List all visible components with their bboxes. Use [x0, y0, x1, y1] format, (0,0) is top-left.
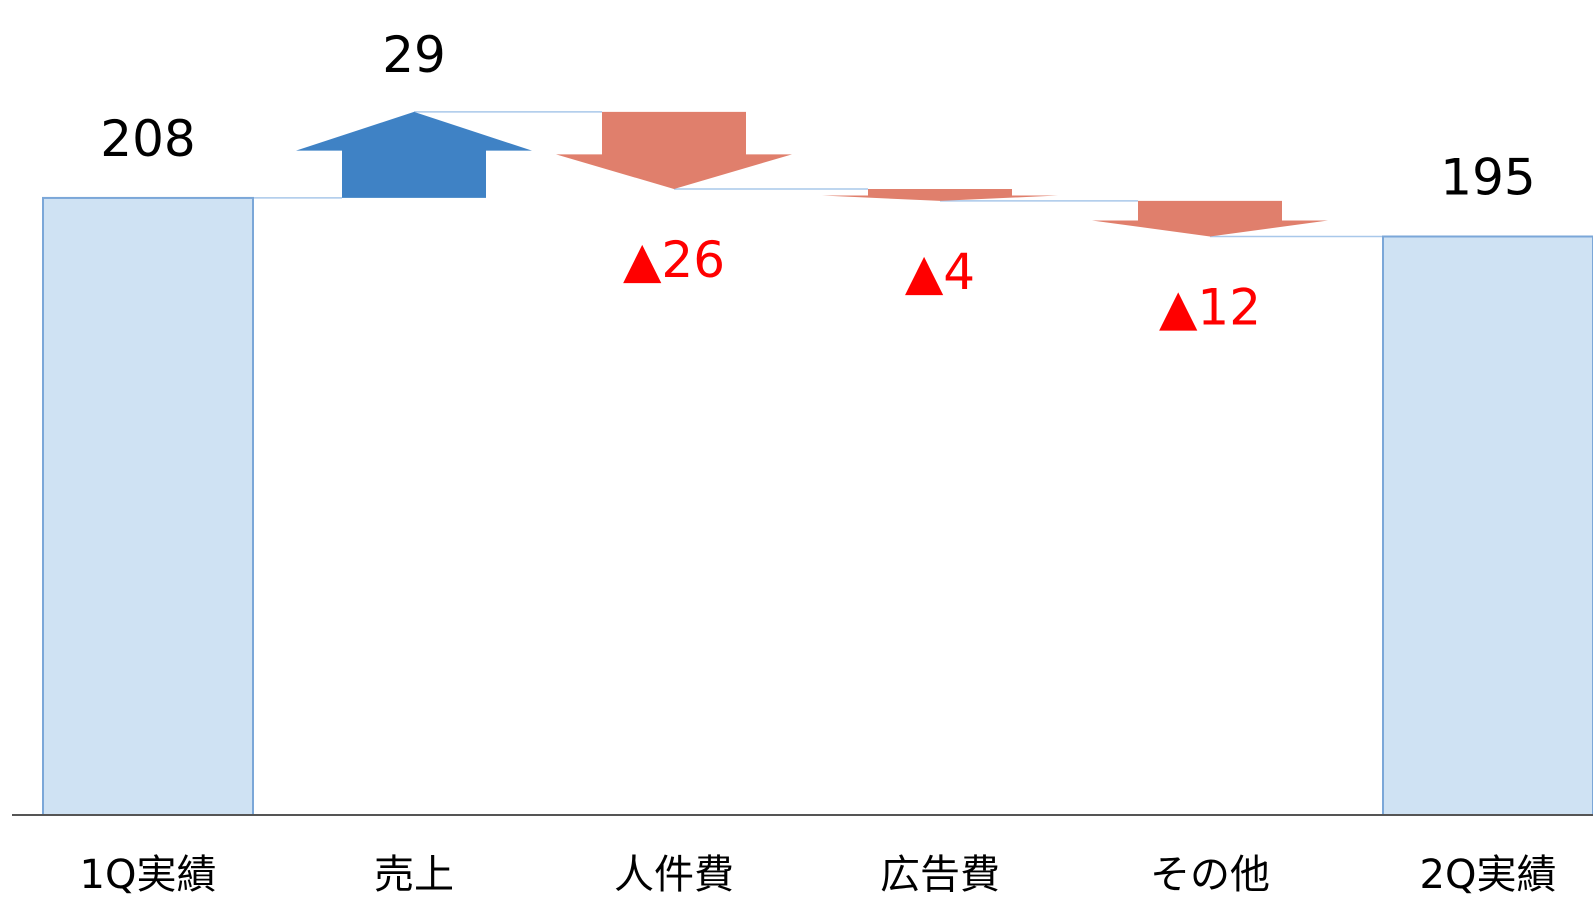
- value-labels: 208 29 ▲26 ▲4 ▲12 195: [100, 26, 1535, 337]
- category-label-6: 2Q実績: [1420, 852, 1557, 898]
- connector-lines: [253, 111, 1383, 238]
- value-label-3: ▲26: [623, 231, 725, 289]
- value-label-6: 195: [1440, 149, 1535, 207]
- bar-3-decrease-arrow: [556, 111, 792, 190]
- value-label-4: ▲4: [905, 243, 975, 301]
- value-label-5: ▲12: [1159, 279, 1261, 337]
- bar-1-total: [42, 196, 254, 816]
- bar-5-decrease-arrow: [1092, 200, 1328, 237]
- value-label-2: 29: [382, 26, 446, 84]
- category-label-3: 人件費: [614, 852, 734, 898]
- bar-4-decrease-arrow: [822, 189, 1058, 201]
- category-label-1: 1Q実績: [80, 852, 217, 898]
- category-label-4: 広告費: [880, 852, 1000, 898]
- value-label-1: 208: [100, 110, 195, 168]
- bar-2-increase-arrow: [296, 111, 532, 198]
- category-label-2: 売上: [374, 852, 454, 898]
- chart-marks: [42, 111, 1593, 816]
- bar-6-total: [1382, 235, 1593, 816]
- category-label-5: その他: [1150, 852, 1270, 898]
- category-labels: 1Q実績 売上 人件費 広告費 その他 2Q実績: [80, 852, 1557, 898]
